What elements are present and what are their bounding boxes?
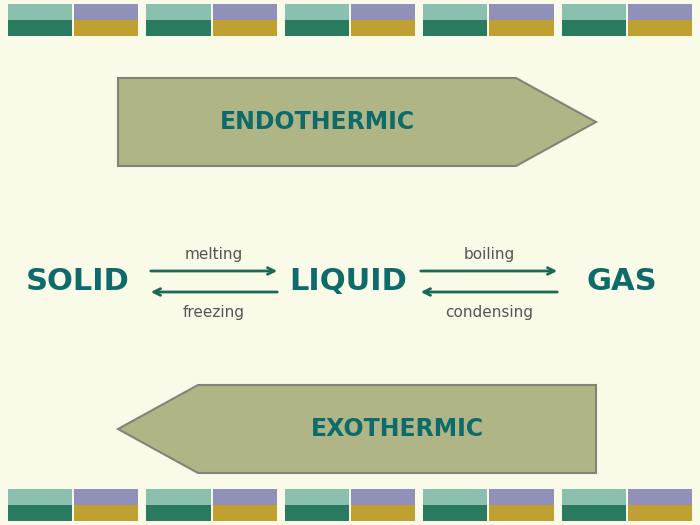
Bar [489, 505, 554, 521]
Text: condensing: condensing [445, 304, 533, 320]
Bar [628, 489, 692, 505]
Bar [351, 20, 415, 36]
Bar [628, 4, 692, 20]
Bar [351, 4, 415, 20]
Bar [351, 489, 415, 505]
Bar [146, 4, 211, 20]
Polygon shape [118, 385, 596, 473]
Bar [489, 20, 554, 36]
Text: SOLID: SOLID [26, 268, 130, 297]
Text: freezing: freezing [183, 304, 245, 320]
Polygon shape [118, 78, 596, 166]
Bar [489, 4, 554, 20]
Bar [561, 489, 626, 505]
Text: ENDOTHERMIC: ENDOTHERMIC [219, 110, 414, 134]
Bar [74, 505, 139, 521]
Bar [146, 20, 211, 36]
Text: GAS: GAS [587, 268, 657, 297]
Bar [8, 4, 72, 20]
Bar [146, 489, 211, 505]
Bar [561, 505, 626, 521]
Bar [351, 505, 415, 521]
Bar [285, 489, 349, 505]
Bar [74, 20, 139, 36]
Bar [213, 4, 276, 20]
Bar [424, 505, 487, 521]
Bar [285, 505, 349, 521]
Bar [8, 489, 72, 505]
Bar [489, 489, 554, 505]
Bar [8, 20, 72, 36]
Text: melting: melting [185, 247, 243, 261]
Bar [628, 20, 692, 36]
Bar [628, 505, 692, 521]
Bar [74, 4, 139, 20]
Bar [424, 4, 487, 20]
Bar [424, 20, 487, 36]
Bar [285, 20, 349, 36]
Text: boiling: boiling [463, 247, 514, 261]
Bar [424, 489, 487, 505]
Bar [213, 505, 276, 521]
Bar [146, 505, 211, 521]
Bar [285, 4, 349, 20]
Bar [74, 489, 139, 505]
Bar [213, 20, 276, 36]
Text: LIQUID: LIQUID [289, 268, 407, 297]
Bar [561, 4, 626, 20]
Bar [8, 505, 72, 521]
Text: EXOTHERMIC: EXOTHERMIC [310, 417, 484, 441]
Bar [561, 20, 626, 36]
Bar [213, 489, 276, 505]
